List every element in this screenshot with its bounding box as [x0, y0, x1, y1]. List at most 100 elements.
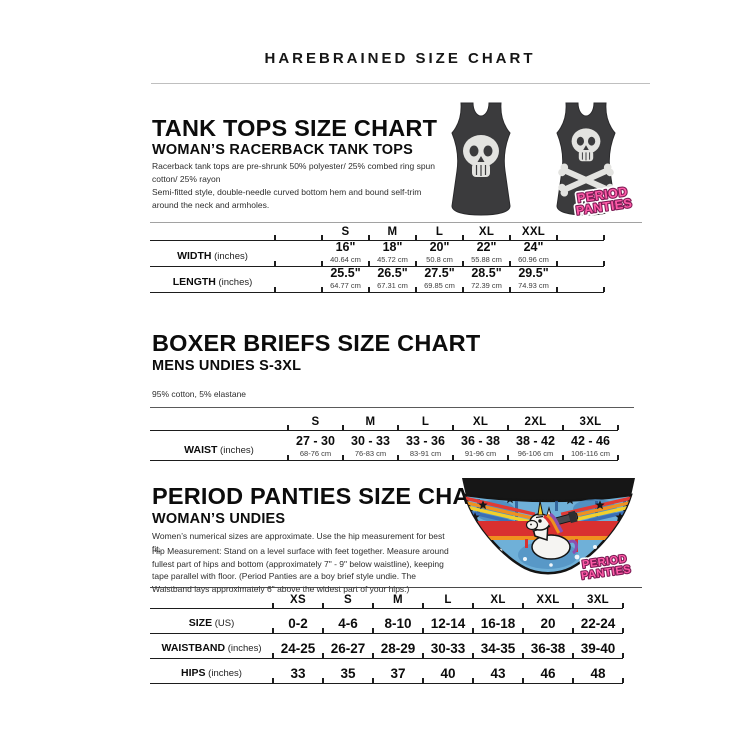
size-col-xl: XL [452, 408, 508, 430]
cell-waistband-xxl: 36-38 [522, 633, 573, 658]
cell-waist-2xl: 38 - 42 96-106 cm [507, 430, 563, 460]
header-label-spacer [150, 223, 275, 240]
empty-cell [274, 240, 322, 266]
cell-waistband-xl: 34-35 [472, 633, 523, 658]
size-col-l: L [422, 588, 473, 608]
row-label-hips: HIPS (inches) [181, 666, 242, 679]
row-label-length: LENGTH (inches) [172, 275, 253, 288]
period-panties-size-table: XS S M L XL XXL 3XL SIZE (US) 0-2 4-6 8-10 12-14 16-… [150, 588, 624, 684]
size-col-xxl: XXL [522, 588, 573, 608]
cell-width-s: 16" 40.64 cm [321, 240, 369, 266]
cell-size-m: 8-10 [372, 608, 423, 633]
tank-tops-description-2: Semi-fitted style, double-needle curved … [152, 187, 422, 210]
cell-size-xxl: 20 [522, 608, 573, 633]
size-col-3xl: 3XL [562, 408, 619, 430]
boxer-briefs-section-subtitle: MENS UNDIES S-3XL [152, 358, 302, 374]
tank-tops-description-1: Racerback tank tops are pre-shrunk 50% p… [152, 161, 436, 184]
size-col-xs: XS [272, 588, 323, 608]
table-row: HIPS (inches) 33 35 37 40 43 46 48 [150, 658, 624, 683]
empty-col [274, 223, 322, 240]
cell-size-s: 4-6 [322, 608, 373, 633]
boxer-briefs-size-table: S M L XL 2XL 3XL WAIST (inches) 27 - 30 68-76 cm… [150, 408, 619, 461]
cell-hips-xxl: 46 [522, 658, 573, 683]
skull-crossbones-tank [556, 102, 616, 216]
cell-hips-xs: 33 [272, 658, 323, 683]
period-panties-description-1: Women’s numerical sizes are approximate.… [152, 531, 445, 554]
cell-size-3xl: 22-24 [572, 608, 624, 633]
tank-tops-table-wrap: S M L XL XXL WIDTH (inches) 16" 40.64 cm 18" 45.7… [150, 222, 642, 293]
boxer-briefs-section-title: BOXER BRIEFS SIZE CHART [152, 330, 481, 356]
size-header-row: XS S M L XL XXL 3XL [150, 588, 624, 608]
period-panties-section-subtitle: WOMAN’S UNDIES [152, 511, 286, 527]
table-row: LENGTH (inches) 25.5" 64.77 cm 26.5" 67.31 c… [150, 266, 605, 292]
size-header-row: S M L XL 2XL 3XL [150, 408, 619, 430]
cell-length-s: 25.5" 64.77 cm [321, 266, 369, 292]
cell-size-l: 12-14 [422, 608, 473, 633]
period-panties-section-title: PERIOD PANTIES SIZE CHART [152, 483, 502, 509]
cell-waistband-3xl: 39-40 [572, 633, 624, 658]
row-label-waistband: WAISTBAND (inches) [161, 641, 262, 654]
cell-hips-l: 40 [422, 658, 473, 683]
cell-waist-s: 27 - 30 68-76 cm [287, 430, 343, 460]
cell-waist-xl: 36 - 38 91-96 cm [452, 430, 508, 460]
cell-waist-l: 33 - 36 83-91 cm [397, 430, 453, 460]
row-label-waist: WAIST (inches) [184, 443, 254, 456]
period-panties-photo: PERIOD PANTIES PERIOD PANTIES [462, 478, 635, 585]
cell-waist-m: 30 - 33 76-83 cm [342, 430, 398, 460]
skull-tank [451, 102, 511, 216]
boxer-briefs-table-wrap: S M L XL 2XL 3XL WAIST (inches) 27 - 30 68-76 cm… [150, 407, 634, 461]
size-col-m: M [372, 588, 423, 608]
size-col-s: S [322, 588, 373, 608]
row-label-size: SIZE (US) [188, 616, 235, 629]
size-col-xl: XL [462, 223, 510, 240]
tank-tops-size-table: S M L XL XXL WIDTH (inches) 16" 40.64 cm 18" 45.7… [150, 223, 605, 293]
cell-width-l: 20" 50.8 cm [415, 240, 463, 266]
size-col-m: M [368, 223, 416, 240]
cell-length-m: 26.5" 67.31 cm [368, 266, 416, 292]
page-title: HAREBRAINED SIZE CHART [264, 50, 536, 67]
header-label-spacer [150, 588, 273, 608]
size-col-xxl: XXL [509, 223, 557, 240]
row-label-width: WIDTH (inches) [177, 249, 248, 262]
header-label-spacer [150, 408, 288, 430]
size-col-l: L [415, 223, 463, 240]
cell-width-xxl: 24" 60.96 cm [509, 240, 557, 266]
period-panties-table-wrap: XS S M L XL XXL 3XL SIZE (US) 0-2 4-6 8-10 12-14 16-… [150, 587, 642, 684]
cell-hips-m: 37 [372, 658, 423, 683]
empty-cell [556, 266, 605, 292]
table-row: SIZE (US) 0-2 4-6 8-10 12-14 16-18 20 22-24 [150, 608, 624, 633]
size-col-xl: XL [472, 588, 523, 608]
boxer-briefs-description: 95% cotton, 5% elastane [152, 389, 247, 399]
cell-hips-s: 35 [322, 658, 373, 683]
cell-waistband-s: 26-27 [322, 633, 373, 658]
cell-waistband-m: 28-29 [372, 633, 423, 658]
size-header-row: S M L XL XXL [150, 223, 605, 240]
period-panties-description-2: Hip Measurement: Stand on a level surfac… [152, 546, 449, 594]
cell-size-xs: 0-2 [272, 608, 323, 633]
empty-cell [556, 240, 605, 266]
cell-waistband-l: 30-33 [422, 633, 473, 658]
cell-width-m: 18" 45.72 cm [368, 240, 416, 266]
table-row: WAIST (inches) 27 - 30 68-76 cm 30 - 33 76-8… [150, 430, 619, 460]
waistband [462, 478, 635, 502]
empty-col [556, 223, 605, 240]
empty-cell [274, 266, 322, 292]
size-col-s: S [287, 408, 343, 430]
size-col-l: L [397, 408, 453, 430]
table-row: WAISTBAND (inches) 24-25 26-27 28-29 30-33 34… [150, 633, 624, 658]
size-col-2xl: 2XL [507, 408, 563, 430]
size-col-m: M [342, 408, 398, 430]
tank-tops-section-subtitle: WOMAN’S RACERBACK TANK TOPS [152, 142, 414, 158]
cell-hips-3xl: 48 [572, 658, 624, 683]
cell-size-xl: 16-18 [472, 608, 523, 633]
cell-waistband-xs: 24-25 [272, 633, 323, 658]
cell-length-xl: 28.5" 72.39 cm [462, 266, 510, 292]
panties-artwork [465, 495, 631, 569]
tank-tops-section-title: TANK TOPS SIZE CHART [152, 115, 438, 141]
cell-hips-xl: 43 [472, 658, 523, 683]
cell-waist-3xl: 42 - 46 106-116 cm [562, 430, 619, 460]
size-col-s: S [321, 223, 369, 240]
cell-length-xxl: 29.5" 74.93 cm [509, 266, 557, 292]
tank-tops-photo: PERIOD PANTIES PERIOD PANTIES [451, 102, 636, 220]
size-col-3xl: 3XL [572, 588, 624, 608]
